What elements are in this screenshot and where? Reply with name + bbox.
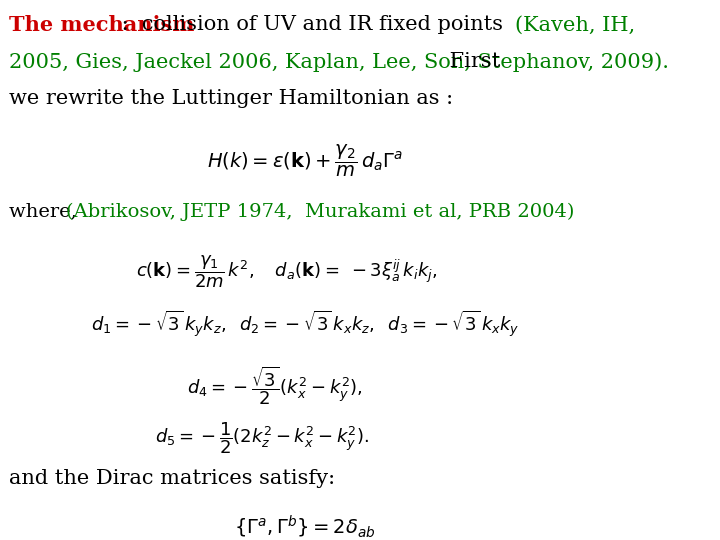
Text: $c(\mathbf{k}) = \dfrac{\gamma_1}{2m}\,k^2, \quad d_a(\mathbf{k}) = \;-3\xi_a^{i: $c(\mathbf{k}) = \dfrac{\gamma_1}{2m}\,k… xyxy=(135,254,437,291)
Text: where,: where, xyxy=(9,202,89,220)
Text: $d_1 = -\sqrt{3}\,k_y k_z,\;\; d_2 = -\sqrt{3}\,k_x k_z,\;\; d_3 = -\sqrt{3}\,k_: $d_1 = -\sqrt{3}\,k_y k_z,\;\; d_2 = -\s… xyxy=(91,309,519,339)
Text: $\{\Gamma^a,\Gamma^b\} = 2\delta_{ab}$: $\{\Gamma^a,\Gamma^b\} = 2\delta_{ab}$ xyxy=(234,514,376,540)
Text: The mechanism: The mechanism xyxy=(9,16,194,36)
Text: :  collision of UV and IR fixed points: : collision of UV and IR fixed points xyxy=(114,16,509,35)
Text: 2005, Gies, Jaeckel 2006, Kaplan, Lee, Son, Stephanov, 2009).: 2005, Gies, Jaeckel 2006, Kaplan, Lee, S… xyxy=(9,52,669,72)
Text: and the Dirac matrices satisfy:: and the Dirac matrices satisfy: xyxy=(9,469,336,488)
Text: First: First xyxy=(443,52,500,71)
Text: $d_5 = -\dfrac{1}{2}(2k_z^2 - k_x^2 - k_y^2).$: $d_5 = -\dfrac{1}{2}(2k_z^2 - k_x^2 - k_… xyxy=(155,420,369,456)
Text: (Kaveh, IH,: (Kaveh, IH, xyxy=(515,16,635,35)
Text: $d_4 = -\dfrac{\sqrt{3}}{2}(k_x^2 - k_y^2),$: $d_4 = -\dfrac{\sqrt{3}}{2}(k_x^2 - k_y^… xyxy=(186,364,362,407)
Text: we rewrite the Luttinger Hamiltonian as :: we rewrite the Luttinger Hamiltonian as … xyxy=(9,89,454,109)
Text: (Abrikosov, JETP 1974,  Murakami et al, PRB 2004): (Abrikosov, JETP 1974, Murakami et al, P… xyxy=(66,202,575,220)
Text: $H(k) = \epsilon(\mathbf{k}) + \dfrac{\gamma_2}{m}\,d_a\Gamma^a$: $H(k) = \epsilon(\mathbf{k}) + \dfrac{\g… xyxy=(207,143,402,179)
